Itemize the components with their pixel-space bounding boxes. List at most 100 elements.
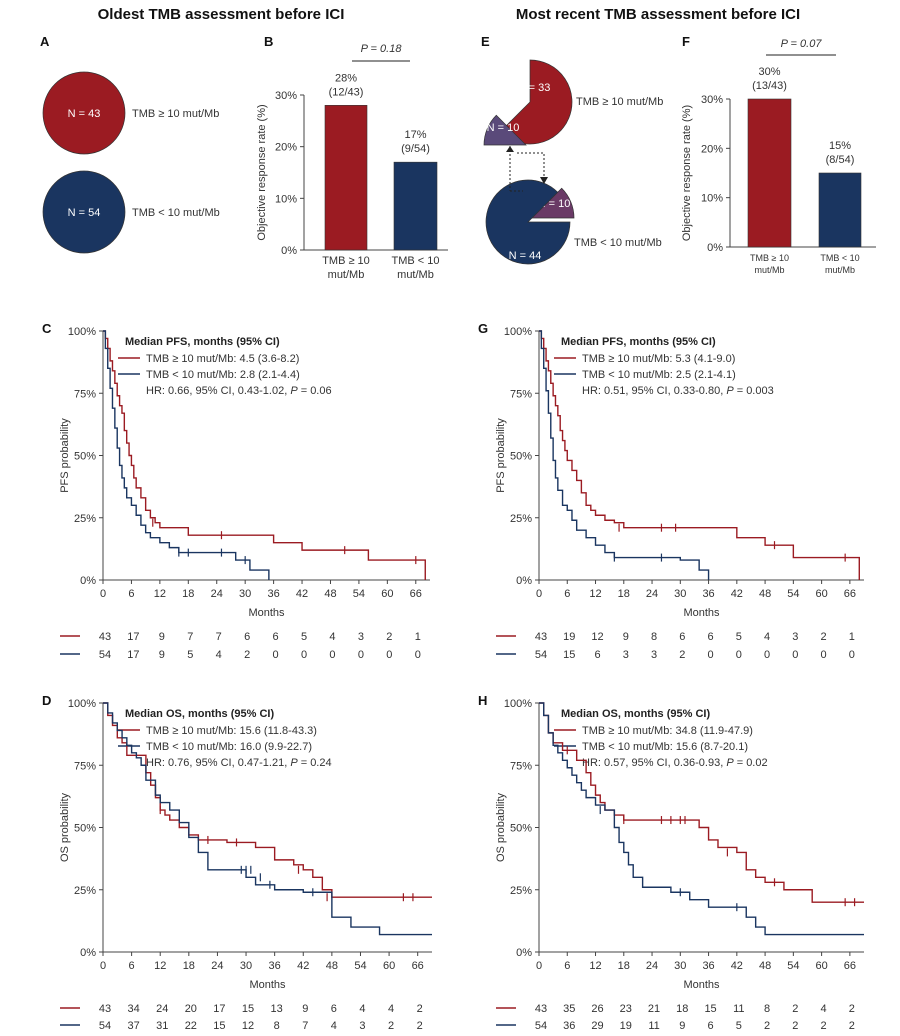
high-tmb-pie-n-label: N = 33 <box>518 82 551 94</box>
risk-count: 9 <box>302 1003 308 1015</box>
risk-count: 5 <box>736 631 742 643</box>
hazard-ratio-text: HR: 0.66, 95% CI, 0.43-1.02, P = 0.06 <box>146 385 332 397</box>
y-tick-label: 25% <box>74 885 96 897</box>
risk-count: 15 <box>563 649 575 661</box>
x-axis-label: Months <box>683 607 720 619</box>
y-tick-label: 0% <box>516 947 532 959</box>
panel-e: N = 33 TMB ≥ 10 mut/Mb N = 10 N = 10 N =… <box>483 59 663 265</box>
risk-count: 2 <box>821 631 827 643</box>
risk-count: 4 <box>388 1003 394 1015</box>
panel-letter-d: D <box>42 693 51 708</box>
x-tick-label: 66 <box>844 588 856 600</box>
risk-count: 21 <box>648 1003 660 1015</box>
y-tick-label: 100% <box>68 698 96 710</box>
bar-value-label: 17% <box>404 129 426 141</box>
y-tick-label: 0% <box>80 947 96 959</box>
low-tmb-n-label: N = 54 <box>68 207 101 219</box>
legend-entry: TMB ≥ 10 mut/Mb: 4.5 (3.6-8.2) <box>146 353 299 365</box>
x-tick-label: 12 <box>154 960 166 972</box>
risk-count: 19 <box>620 1020 632 1032</box>
risk-count: 8 <box>274 1020 280 1032</box>
risk-count: 19 <box>563 631 575 643</box>
x-tick-label: 18 <box>618 960 630 972</box>
legend-entry: TMB ≥ 10 mut/Mb: 34.8 (11.9-47.9) <box>582 725 753 737</box>
y-tick-label: 100% <box>68 326 96 338</box>
y-tick-label: 50% <box>74 823 96 835</box>
risk-count: 7 <box>302 1020 308 1032</box>
risk-count: 35 <box>563 1003 575 1015</box>
risk-count: 12 <box>242 1020 254 1032</box>
low-tmb-label: TMB < 10 mut/Mb <box>132 207 220 219</box>
y-axis-label: OS probability <box>59 792 71 862</box>
x-tick-label: 48 <box>326 960 338 972</box>
bar-high-tmb <box>324 105 368 251</box>
risk-count: 8 <box>764 1003 770 1015</box>
x-category-label: mut/Mb <box>754 265 784 275</box>
x-tick-label: 0 <box>100 588 106 600</box>
risk-count: 6 <box>594 649 600 661</box>
x-tick-label: 24 <box>211 960 223 972</box>
x-tick-label: 66 <box>410 588 422 600</box>
high-tmb-n-label: N = 43 <box>68 108 101 120</box>
panel-b-chart: 0% 10% 20% 30% Objective response rate (%) 28… <box>256 43 448 281</box>
panel-letter-g: G <box>478 321 488 336</box>
arrow-down-head <box>540 177 548 184</box>
y-axis-label: OS probability <box>495 792 507 862</box>
y-tick-label: 50% <box>74 451 96 463</box>
bar-count-label: (8/54) <box>826 154 855 166</box>
risk-count: 0 <box>792 649 798 661</box>
x-tick-label: 36 <box>269 960 281 972</box>
risk-count: 13 <box>271 1003 283 1015</box>
arrow-up-head <box>506 146 514 152</box>
risk-count: 0 <box>849 649 855 661</box>
risk-count: 26 <box>591 1003 603 1015</box>
moved-to-low-n-label: N = 10 <box>487 122 520 134</box>
legend-entry: TMB ≥ 10 mut/Mb: 5.3 (4.1-9.0) <box>582 353 735 365</box>
risk-count: 5 <box>736 1020 742 1032</box>
bar-high-tmb <box>747 98 792 248</box>
y-tick-label: 30% <box>275 90 297 102</box>
risk-count: 43 <box>535 1003 547 1015</box>
x-category-label: TMB < 10 <box>392 255 440 267</box>
hazard-ratio-text: HR: 0.57, 95% CI, 0.36-0.93, P = 0.02 <box>582 757 768 769</box>
x-tick-label: 54 <box>354 960 366 972</box>
panel-c-chart: 0%25%50%75%100%0 6 12 18 24 30 36 42 48 54 60 66Mon… <box>59 326 430 661</box>
risk-count: 4 <box>764 631 770 643</box>
risk-count: 0 <box>821 649 827 661</box>
risk-count: 2 <box>417 1003 423 1015</box>
x-axis-label: Months <box>683 979 720 991</box>
x-tick-label: 24 <box>646 588 658 600</box>
x-tick-label: 0 <box>536 588 542 600</box>
panel-f-chart: 0% 10% 20% 30% Objective response rate (%) 30… <box>681 38 876 275</box>
km-curve-high-tmb <box>103 330 426 580</box>
risk-count: 2 <box>792 1003 798 1015</box>
x-tick-label: 30 <box>240 960 252 972</box>
risk-count: 6 <box>708 1020 714 1032</box>
low-tmb-pie <box>485 179 571 265</box>
low-tmb-circle <box>42 170 126 254</box>
high-tmb-label: TMB ≥ 10 mut/Mb <box>132 108 219 120</box>
risk-count: 54 <box>99 649 111 661</box>
risk-count: 31 <box>156 1020 168 1032</box>
risk-count: 54 <box>99 1020 111 1032</box>
arrow-down-line <box>517 152 545 182</box>
risk-count: 34 <box>127 1003 139 1015</box>
risk-count: 5 <box>301 631 307 643</box>
risk-count: 0 <box>764 649 770 661</box>
x-category-label: TMB ≥ 10 <box>322 255 370 267</box>
legend-entry: TMB < 10 mut/Mb: 2.5 (2.1-4.1) <box>582 369 736 381</box>
risk-count: 24 <box>156 1003 168 1015</box>
risk-count: 2 <box>849 1020 855 1032</box>
y-tick-label: 25% <box>74 513 96 525</box>
risk-count: 2 <box>417 1020 423 1032</box>
x-tick-label: 60 <box>383 960 395 972</box>
risk-count: 6 <box>331 1003 337 1015</box>
x-tick-label: 30 <box>674 588 686 600</box>
y-tick-label: 75% <box>74 388 96 400</box>
legend-entry: TMB < 10 mut/Mb: 15.6 (8.7-20.1) <box>582 741 748 753</box>
y-tick-label: 100% <box>504 698 532 710</box>
risk-count: 9 <box>623 631 629 643</box>
panel-letter-b: B <box>264 34 273 49</box>
x-category-label: TMB < 10 <box>820 253 859 263</box>
risk-count: 43 <box>535 631 547 643</box>
